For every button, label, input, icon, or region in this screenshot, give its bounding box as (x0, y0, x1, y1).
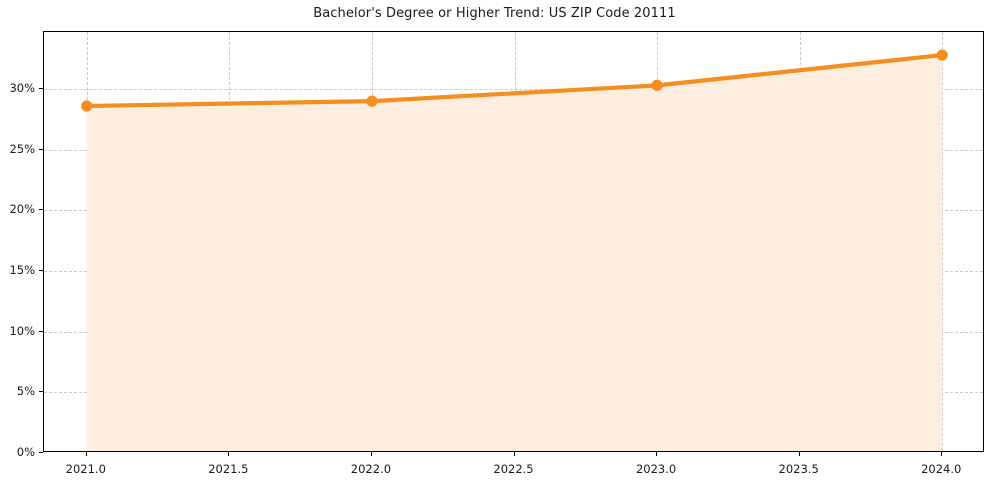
trend-line (84, 52, 945, 109)
x-axis-tick-mark (798, 452, 800, 456)
x-axis-tick-mark (228, 452, 230, 456)
y-axis-tick-label: 0% (16, 445, 35, 459)
x-axis-tick-label: 2022.0 (350, 462, 392, 476)
x-axis-tick-label: 2022.5 (493, 462, 534, 476)
y-axis-tick-label: 5% (16, 384, 35, 399)
data-point-markers (81, 49, 948, 112)
x-axis-tick-mark (370, 452, 372, 456)
plot-area (43, 31, 984, 452)
x-axis-tick-mark (85, 452, 87, 456)
y-axis-tick-label: 15% (9, 263, 35, 277)
x-axis-tick-mark (656, 452, 658, 456)
chart-title: Bachelor's Degree or Higher Trend: US ZI… (313, 6, 676, 21)
data-point-marker (81, 100, 93, 112)
y-axis-tick-label: 10% (9, 323, 35, 338)
data-point-marker (651, 79, 663, 91)
y-axis-tick-mark (39, 330, 43, 332)
x-axis-tick-label: 2021.0 (65, 462, 106, 476)
gridline-vertical (942, 32, 944, 451)
gridline-horizontal (44, 89, 983, 91)
y-axis-tick-label: 25% (9, 141, 35, 156)
y-axis-tick-mark (39, 88, 43, 90)
data-point-marker (936, 49, 948, 61)
x-axis-tick-mark (513, 452, 515, 456)
y-axis-tick-mark (39, 270, 43, 271)
area-fill (86, 55, 943, 451)
y-axis-tick-label: 20% (9, 202, 35, 217)
x-axis-tick-label: 2024.0 (921, 462, 962, 476)
x-axis-tick-label: 2021.5 (208, 462, 249, 476)
x-axis-tick-label: 2023.5 (778, 462, 819, 476)
y-axis-tick-mark (39, 148, 43, 150)
y-axis-tick-label: 30% (9, 81, 35, 96)
x-axis-tick-label: 2023.0 (635, 462, 677, 476)
data-point-marker (366, 95, 378, 107)
y-axis-tick-mark (39, 391, 43, 393)
y-axis-tick-mark (39, 452, 43, 453)
data-series-layer (81, 49, 948, 451)
x-axis-tick-mark (941, 452, 943, 456)
y-axis-tick-mark (39, 209, 43, 211)
